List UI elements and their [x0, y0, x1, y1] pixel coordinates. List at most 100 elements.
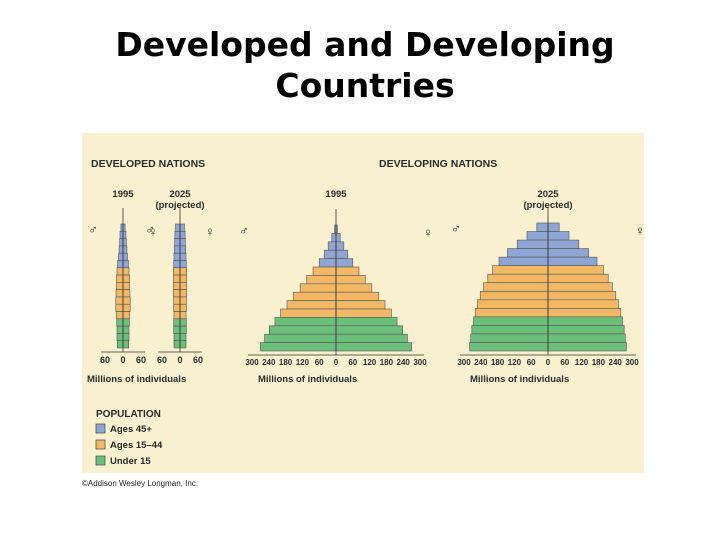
- bar-female: [335, 342, 412, 352]
- bar-male: [117, 260, 124, 269]
- bar-male: [260, 342, 337, 352]
- section-label-developed: DEVELOPED NATIONS: [91, 158, 205, 170]
- bar-female: [179, 340, 187, 349]
- tick-label: 240: [609, 358, 623, 367]
- bar-male: [479, 290, 549, 301]
- bar-male: [173, 274, 181, 283]
- tick-label: 60: [136, 355, 146, 365]
- bar-female: [335, 325, 403, 335]
- bar-male: [116, 340, 124, 349]
- bar-male: [173, 318, 181, 327]
- male-symbol-icon: ♂: [451, 221, 461, 236]
- bar-female: [335, 300, 386, 310]
- copyright-credit: ©Addison Wesley Longman, Inc.: [82, 479, 199, 488]
- bar-female: [335, 249, 349, 259]
- bar-male: [474, 308, 549, 318]
- legend-title: POPULATION: [96, 409, 161, 420]
- bar-female: [547, 299, 619, 309]
- slide-title: Developed and Developing Countries: [60, 24, 670, 106]
- bar-female: [122, 267, 130, 276]
- bar-female: [335, 241, 345, 251]
- female-symbol-icon: ♀: [423, 225, 433, 240]
- bar-female: [179, 260, 187, 269]
- bar-male: [173, 296, 181, 305]
- bar-male: [173, 325, 181, 334]
- legend-label: Ages 15–44: [110, 440, 163, 451]
- title-line-1: Developed and Developing: [115, 25, 615, 64]
- bar-female: [122, 333, 130, 342]
- tick-label: 60: [315, 358, 324, 367]
- bar-male: [119, 238, 124, 247]
- bar-female: [335, 275, 366, 285]
- pyramid-subtitle-label: (projected): [155, 200, 204, 211]
- bar-male: [318, 258, 337, 268]
- male-symbol-icon: ♂: [88, 222, 98, 237]
- bar-male: [174, 230, 181, 239]
- bar-male: [477, 299, 549, 309]
- bar-male: [327, 241, 337, 251]
- bar-male: [116, 325, 124, 334]
- tick-label: 60: [100, 355, 110, 365]
- bar-male: [473, 316, 549, 326]
- pyramid-subtitle-label: (projected): [523, 200, 572, 211]
- bar-female: [122, 311, 130, 320]
- bar-female: [547, 273, 609, 284]
- bar-female: [179, 318, 187, 327]
- female-symbol-icon: ♀: [205, 224, 215, 239]
- tick-label: 60: [560, 358, 569, 367]
- bar-female: [122, 303, 131, 312]
- bar-female: [179, 325, 187, 334]
- bar-female: [547, 222, 560, 232]
- title-line-2: Countries: [275, 66, 455, 105]
- population-figure: DEVELOPED NATIONS DEVELOPING NATIONS 1995 ♂…: [82, 133, 645, 473]
- bar-female: [179, 223, 185, 232]
- female-symbol-icon: ♀: [148, 224, 158, 239]
- bar-male: [492, 265, 549, 275]
- bar-female: [335, 258, 354, 268]
- bar-male: [173, 289, 181, 298]
- tick-label: 120: [363, 358, 377, 367]
- bar-male: [174, 238, 181, 247]
- bar-female: [547, 231, 570, 241]
- male-symbol-icon: ♂: [145, 222, 155, 237]
- bar-male: [116, 282, 124, 290]
- bar-female: [179, 296, 187, 305]
- tick-label: 60: [348, 358, 357, 367]
- bar-female: [547, 265, 604, 275]
- bar-female: [547, 290, 617, 301]
- bar-male: [173, 267, 181, 276]
- bar-male: [264, 333, 337, 343]
- bar-male: [116, 333, 124, 342]
- bar-male: [286, 300, 337, 310]
- bar-male: [173, 252, 181, 261]
- tick-label: 60: [193, 355, 203, 365]
- bar-female: [122, 252, 128, 261]
- bar-male: [536, 222, 549, 232]
- legend-swatch: [95, 439, 106, 450]
- legend-label: Ages 45+: [110, 424, 152, 435]
- bar-male: [274, 317, 337, 327]
- tick-label: 0: [334, 358, 339, 367]
- tick-label: 300: [245, 358, 259, 367]
- bar-male: [173, 340, 181, 349]
- population-pyramids-chart: DEVELOPED NATIONS DEVELOPING NATIONS 1995 ♂…: [87, 158, 645, 467]
- bar-male: [483, 282, 549, 292]
- bar-female: [335, 291, 379, 301]
- tick-label: 60: [527, 358, 536, 367]
- x-axis-label: Millions of individuals: [470, 374, 569, 385]
- bar-male: [115, 289, 124, 298]
- pyramid-year-label: 2025: [537, 189, 559, 200]
- bar-female: [179, 252, 187, 261]
- bar-male: [323, 249, 337, 259]
- bar-male: [173, 311, 181, 320]
- bar-male: [174, 245, 181, 254]
- tick-label: 180: [380, 358, 394, 367]
- bar-female: [122, 282, 130, 290]
- bar-female: [122, 260, 129, 269]
- bar-female: [547, 248, 589, 258]
- bar-female: [179, 303, 187, 312]
- bar-female: [335, 308, 392, 318]
- bar-female: [179, 245, 186, 254]
- section-label-developing: DEVELOPING NATIONS: [379, 158, 497, 170]
- bar-female: [547, 239, 580, 249]
